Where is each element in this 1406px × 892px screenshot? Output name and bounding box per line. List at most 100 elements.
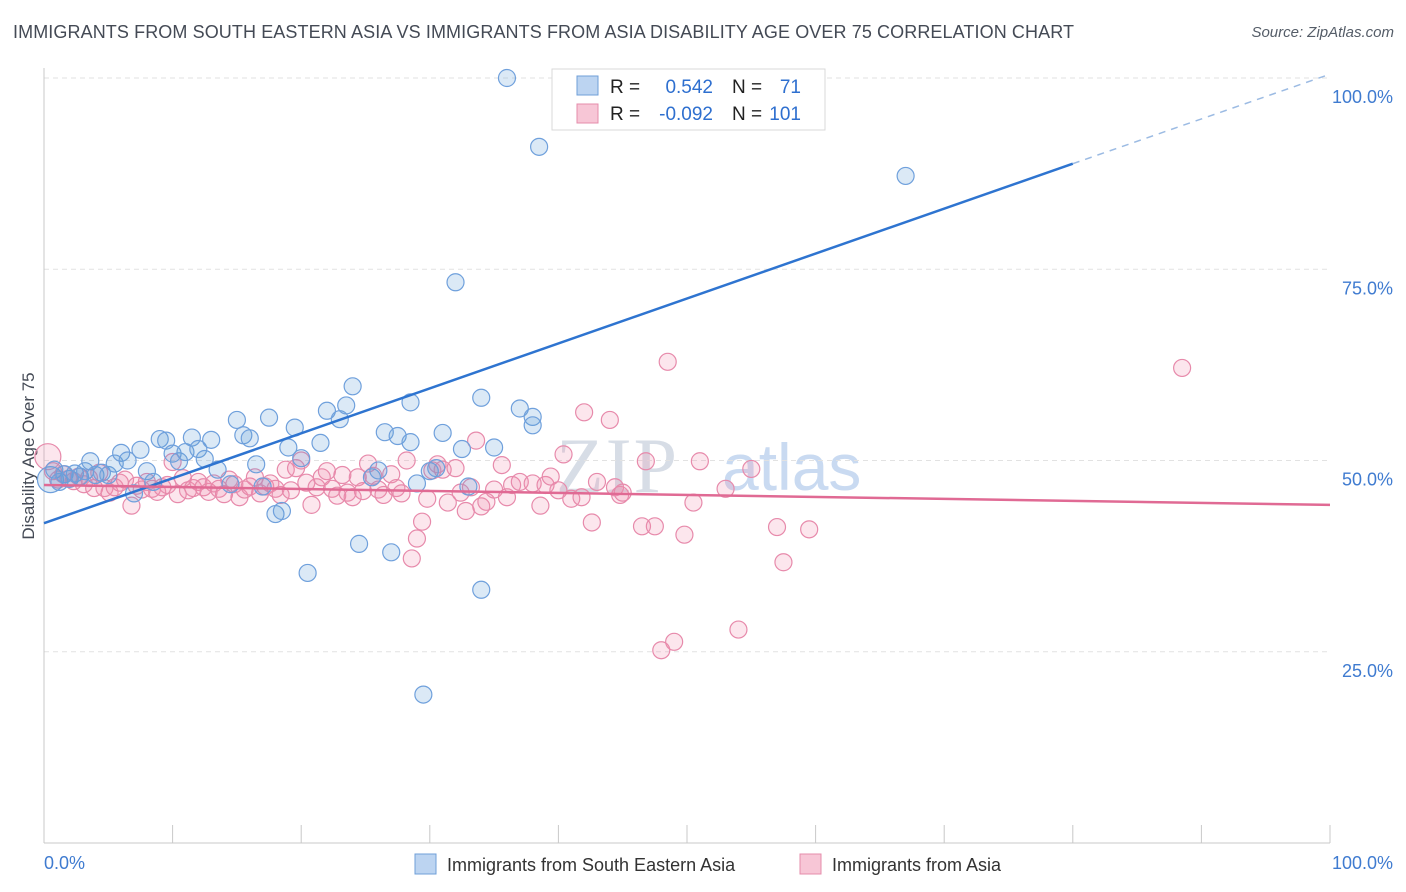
sea-point-25 (189, 439, 208, 459)
watermark-atlas: atlas (722, 430, 861, 504)
asia-point-67 (387, 478, 406, 498)
legend-r-label-asia: R = (610, 104, 640, 125)
gridlines (44, 77, 1330, 653)
asia-point-57 (333, 465, 352, 485)
asia-point-47 (281, 481, 301, 500)
sea-point-16 (131, 440, 150, 459)
asia-point-100 (587, 472, 607, 492)
asia-point-112 (684, 493, 703, 512)
sea-point-28 (208, 460, 227, 479)
asia-point-73 (418, 489, 437, 508)
sea-point-11 (99, 465, 118, 485)
sea-point-35 (259, 408, 279, 427)
asia-point-107 (645, 517, 664, 536)
asia-point-117 (767, 517, 787, 537)
y-axis-label: Disability Age Over 75 (19, 372, 38, 539)
asia-point-114 (716, 479, 735, 498)
asia-point-113 (690, 452, 709, 471)
asia-point-106 (636, 452, 655, 471)
legend-r-label-sea: R = (610, 77, 640, 98)
legend-bottom-swatch-sea (414, 853, 437, 875)
sea-point-56 (414, 685, 433, 704)
sea-point-59 (433, 423, 452, 443)
series-legend: Immigrants from South Eastern Asia Immig… (414, 853, 1002, 875)
asia-point-69 (397, 451, 416, 470)
y-tick-label-0: 25.0% (1342, 661, 1393, 681)
sea-point-61 (452, 439, 472, 459)
sea-point-45 (337, 396, 356, 415)
asia-point-45 (271, 485, 290, 505)
sea-point-70 (530, 137, 549, 156)
asia-point-109 (658, 352, 677, 371)
legend-bottom-label-sea: Immigrants from South Eastern Asia (447, 855, 736, 875)
trend-line-asia (43, 483, 1331, 507)
legend-r-value-sea: 0.542 (665, 77, 713, 98)
sea-point-49 (369, 461, 388, 480)
asia-point-86 (492, 455, 511, 475)
sea-point-8 (81, 452, 100, 471)
asia-point-52 (307, 478, 326, 497)
sea-point-69 (523, 416, 542, 435)
asia-point-116 (742, 459, 761, 479)
sea-point-14 (118, 451, 137, 470)
asia-point-80 (456, 501, 475, 521)
sea-point-46 (343, 377, 362, 396)
sea-point-19 (150, 429, 169, 449)
sea-point-67 (510, 399, 529, 418)
trend-line-sea (43, 162, 1074, 525)
sea-point-55 (407, 474, 427, 493)
sea-point-32 (240, 429, 259, 448)
legend-r-value-asia: -0.092 (659, 104, 713, 125)
trend-line-sea-extension (1072, 73, 1331, 165)
asia-point-70 (402, 549, 421, 568)
asia-point-54 (317, 462, 337, 481)
legend-n-value-asia: 101 (769, 104, 801, 125)
asia-point-98 (575, 403, 594, 422)
asia-point-119 (800, 520, 819, 539)
sea-point-17 (137, 462, 156, 481)
series-sea-points (36, 68, 915, 704)
sea-point-64 (472, 580, 491, 599)
asia-point-101 (600, 410, 619, 430)
sea-point-71 (896, 166, 915, 186)
x-ticks (43, 825, 1331, 843)
asia-point-71 (407, 529, 427, 548)
legend-n-label-asia: N = (732, 104, 762, 125)
sea-point-60 (446, 273, 465, 292)
legend-bottom-swatch-asia (799, 853, 822, 875)
asia-point-38 (235, 480, 254, 499)
asia-point-94 (549, 481, 568, 500)
sea-point-40 (292, 449, 311, 468)
y-tick-label-3: 100.0% (1332, 87, 1393, 107)
sea-point-37 (272, 501, 292, 521)
chart-title: IMMIGRANTS FROM SOUTH EASTERN ASIA VS IM… (13, 22, 1075, 42)
asia-point-60 (348, 468, 367, 487)
sea-point-66 (497, 68, 517, 88)
sea-point-34 (253, 477, 272, 496)
asia-point-105 (632, 517, 652, 536)
asia-point-25 (168, 485, 187, 504)
legend-swatch-asia (576, 103, 599, 124)
sea-point-42 (311, 433, 330, 453)
asia-point-120 (1173, 358, 1192, 378)
sea-point-29 (221, 475, 240, 494)
asia-point-110 (665, 632, 684, 651)
sea-point-22 (169, 452, 189, 471)
correlation-legend: R = 0.542 N = 71 R = -0.092 N = 101 (551, 68, 826, 131)
asia-point-15 (115, 470, 135, 489)
legend-n-value-sea: 71 (780, 77, 801, 98)
asia-point-95 (554, 445, 573, 464)
y-tick-labels: 25.0% 50.0% 75.0% 100.0% (1332, 87, 1393, 681)
asia-point-72 (412, 512, 432, 531)
asia-point-99 (582, 513, 601, 532)
sea-point-51 (382, 543, 401, 562)
x-tick-label-min: 0.0% (44, 853, 85, 873)
asia-point-118 (774, 553, 793, 572)
sea-point-48 (362, 468, 382, 487)
asia-point-40 (245, 468, 265, 487)
asia-point-77 (438, 493, 457, 512)
source-label: Source: ZipAtlas.com (1251, 24, 1394, 41)
asia-point-78 (446, 459, 465, 478)
asia-point-115 (729, 620, 748, 639)
